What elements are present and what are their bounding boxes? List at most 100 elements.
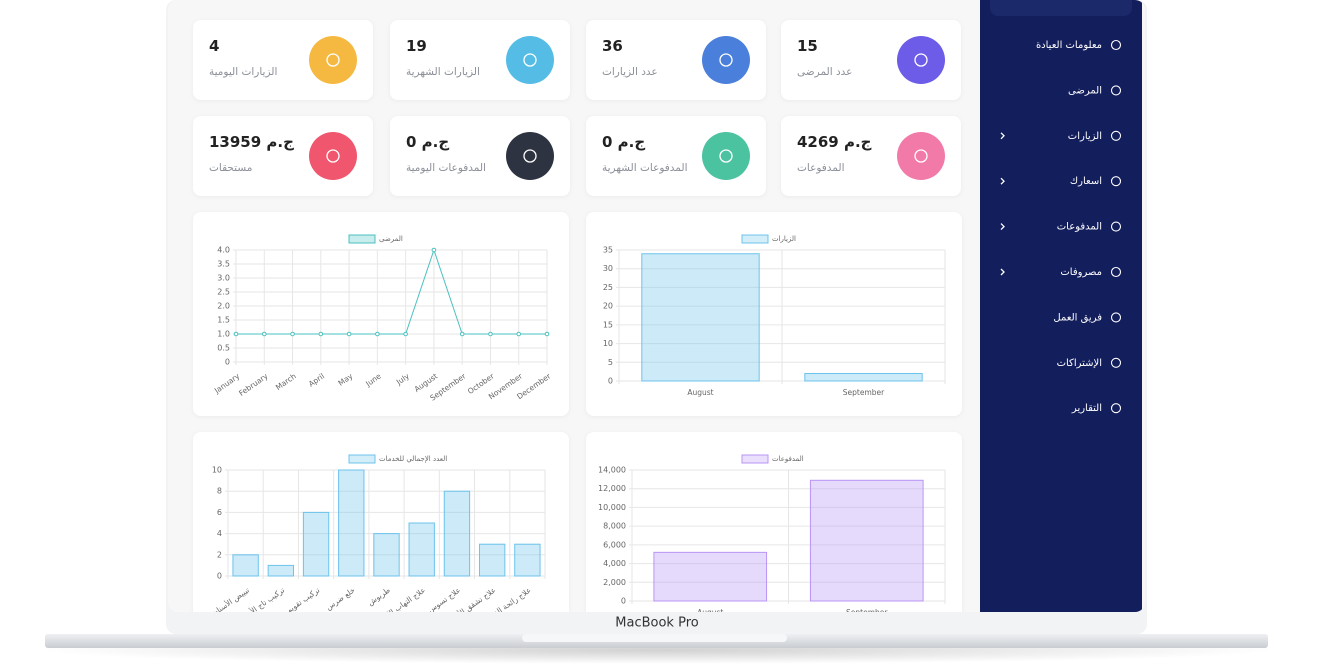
stat-icon-bg (506, 132, 554, 180)
legend-label: المرضى (379, 235, 403, 243)
y-tick-label: 10,000 (598, 503, 626, 512)
stat-icon-bg (702, 132, 750, 180)
legend-label: الزيارات (772, 235, 796, 243)
line (236, 248, 547, 335)
stat-label: المدفوعات اليومية (406, 162, 486, 174)
y-tick-label: 14,000 (598, 466, 626, 475)
y-tick-label: 3.0 (217, 274, 230, 283)
bar (302, 511, 330, 577)
bar (338, 469, 365, 577)
menu-label: مصروفات (1060, 267, 1102, 278)
chart-card: المرضى00.51.01.52.02.53.03.54.0JanuaryFe… (193, 212, 569, 416)
bar (653, 551, 768, 602)
bar (478, 543, 506, 577)
stat-card: ج.م 0 المدفوعات اليومية (390, 116, 570, 196)
stat-icon (326, 149, 340, 163)
stat-card: 4 الزيارات اليومية (193, 20, 373, 100)
menu-icon (1110, 266, 1122, 278)
menu-item[interactable]: المدفوعات (1000, 221, 1122, 233)
menu-item[interactable]: معلومات العيادة (1036, 39, 1122, 51)
chevron (1000, 177, 1005, 185)
y-tick-label: 0 (608, 377, 613, 386)
point (375, 331, 380, 337)
menu-label: اسعارك (1070, 176, 1102, 187)
y-tick-label: 6 (217, 508, 222, 517)
point (346, 331, 352, 337)
stat-card: 19 الزيارات الشهرية (390, 20, 570, 100)
legend-label: العدد الإجمالي للخدمات (379, 455, 447, 463)
menu-item[interactable]: اسعارك (1000, 176, 1122, 187)
y-tick-label: 1.0 (217, 330, 230, 339)
menu-icon (1110, 221, 1122, 232)
y-tick-label: 6,000 (603, 540, 626, 549)
y-tick-label: 0 (217, 572, 222, 581)
menu-icon (1110, 403, 1122, 414)
menu-label: معلومات العيادة (1036, 40, 1102, 51)
stat-number: 36 (602, 37, 623, 55)
y-tick-label: 10 (603, 339, 613, 348)
stat-label: المدفوعات (797, 162, 845, 174)
stat-unit: ج.م (422, 133, 450, 151)
stat-number: 4 (209, 37, 219, 55)
y-tick-label: 12,000 (598, 484, 626, 493)
legend-swatch (741, 454, 769, 464)
stat-value: 19 (406, 37, 427, 55)
menu-item[interactable]: فريق العمل (1053, 312, 1122, 323)
y-tick-label: 30 (603, 264, 613, 273)
menu-label: فريق العمل (1053, 312, 1102, 323)
y-tick-label: 10 (212, 466, 222, 475)
stat-label: عدد المرضى (797, 66, 852, 78)
legend-swatch (348, 454, 376, 464)
point (318, 331, 324, 337)
stat-number: 19 (406, 37, 427, 55)
menu-icon (1110, 312, 1122, 323)
stat-value: 4 (209, 37, 219, 55)
bar (809, 479, 924, 602)
stat-card: ج.م 4269 المدفوعات (781, 116, 961, 196)
stat-value: ج.م 13959 (209, 133, 294, 151)
stat-value: ج.م 4269 (797, 133, 872, 151)
stat-unit: ج.م (844, 133, 872, 151)
menu-label: الإشتراكات (1057, 358, 1102, 369)
card-bg (193, 212, 569, 416)
stat-icon-bg (702, 36, 750, 84)
y-tick-label: 4,000 (603, 559, 626, 568)
y-tick-label: 4 (217, 529, 222, 538)
stat-icon (914, 149, 928, 163)
stat-number: 4269 (797, 133, 839, 151)
stat-value: 15 (797, 37, 818, 55)
menu-item[interactable]: المرضى (1068, 85, 1122, 96)
chevron (1000, 268, 1005, 276)
stat-label: الزيارات الشهرية (406, 66, 480, 78)
stat-label: عدد الزيارات (602, 66, 658, 78)
stat-value: ج.م 0 (602, 133, 645, 151)
y-tick-label: 2.5 (217, 288, 230, 297)
y-tick-label: 2.0 (217, 302, 230, 311)
stat-label: الزيارات اليومية (209, 66, 277, 78)
chevron (1000, 132, 1005, 140)
legend-swatch (741, 234, 769, 244)
y-tick-label: 35 (603, 246, 613, 255)
stat-icon-bg (309, 132, 357, 180)
y-tick-label: 2,000 (603, 578, 626, 587)
x-tick-label: September (843, 388, 885, 397)
menu-item[interactable]: التقارير (1071, 403, 1122, 414)
stat-icon (523, 53, 537, 67)
stat-label: مستحقات (209, 162, 252, 174)
screen: معلومات العيادة المرضى الزيارات اسعارك المدف… (168, 0, 1145, 612)
menu-item[interactable]: مصروفات (1000, 266, 1122, 278)
legend-label: المدفوعات (772, 455, 804, 463)
stat-icon (326, 53, 340, 67)
y-tick-label: 8,000 (603, 522, 626, 531)
y-tick-label: 8 (217, 487, 222, 496)
bar (804, 373, 923, 382)
stat-card: 15 عدد المرضى (781, 20, 961, 100)
bar (232, 554, 259, 577)
menu-item[interactable]: الإشتراكات (1057, 357, 1122, 369)
y-tick-label: 2 (217, 550, 222, 559)
chart-card: الزيارات 0 5 10 15 20 25 30 35 August September (586, 212, 962, 416)
stat-icon (523, 149, 537, 163)
y-tick-label: 15 (603, 320, 613, 329)
menu-item[interactable]: الزيارات (1000, 130, 1122, 142)
